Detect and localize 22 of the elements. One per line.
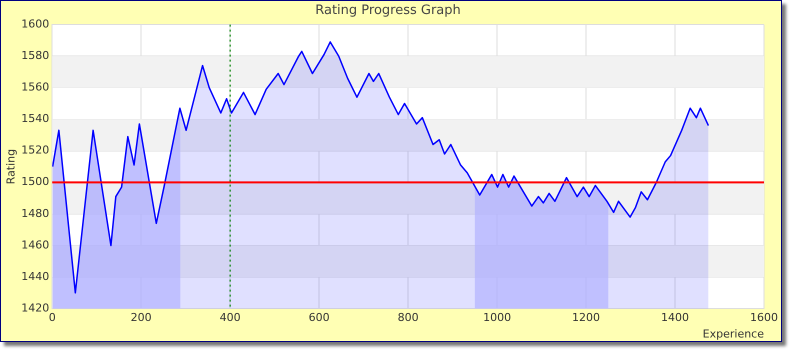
y-tick-label: 1540 (21, 112, 50, 126)
y-tick-label: 1600 (21, 17, 50, 30)
x-axis-title: Experience (702, 327, 764, 340)
x-tick-label: 600 (308, 311, 330, 324)
x-tick-label: 200 (130, 311, 152, 324)
y-tick-label: 1580 (21, 49, 50, 62)
chart-title: Rating Progress Graph (315, 3, 461, 18)
y-tick-label: 1440 (21, 270, 50, 283)
x-tick-label: 1000 (483, 311, 512, 324)
x-tick-label: 800 (398, 311, 419, 324)
y-tick-label: 1480 (21, 206, 50, 220)
y-tick-label: 1560 (21, 80, 50, 94)
x-tick-label: 0 (48, 311, 56, 324)
y-tick-label: 1500 (21, 175, 50, 188)
x-tick-label: 1400 (661, 311, 690, 324)
y-axis-title: Rating (4, 148, 18, 184)
y-tick-label: 1460 (21, 238, 50, 252)
y-tick-label: 1520 (21, 144, 50, 157)
x-tick-label: 400 (220, 311, 241, 324)
x-tick-label: 1200 (572, 311, 600, 324)
x-tick-label: 1600 (750, 311, 778, 324)
y-tick-label: 1420 (21, 301, 50, 314)
